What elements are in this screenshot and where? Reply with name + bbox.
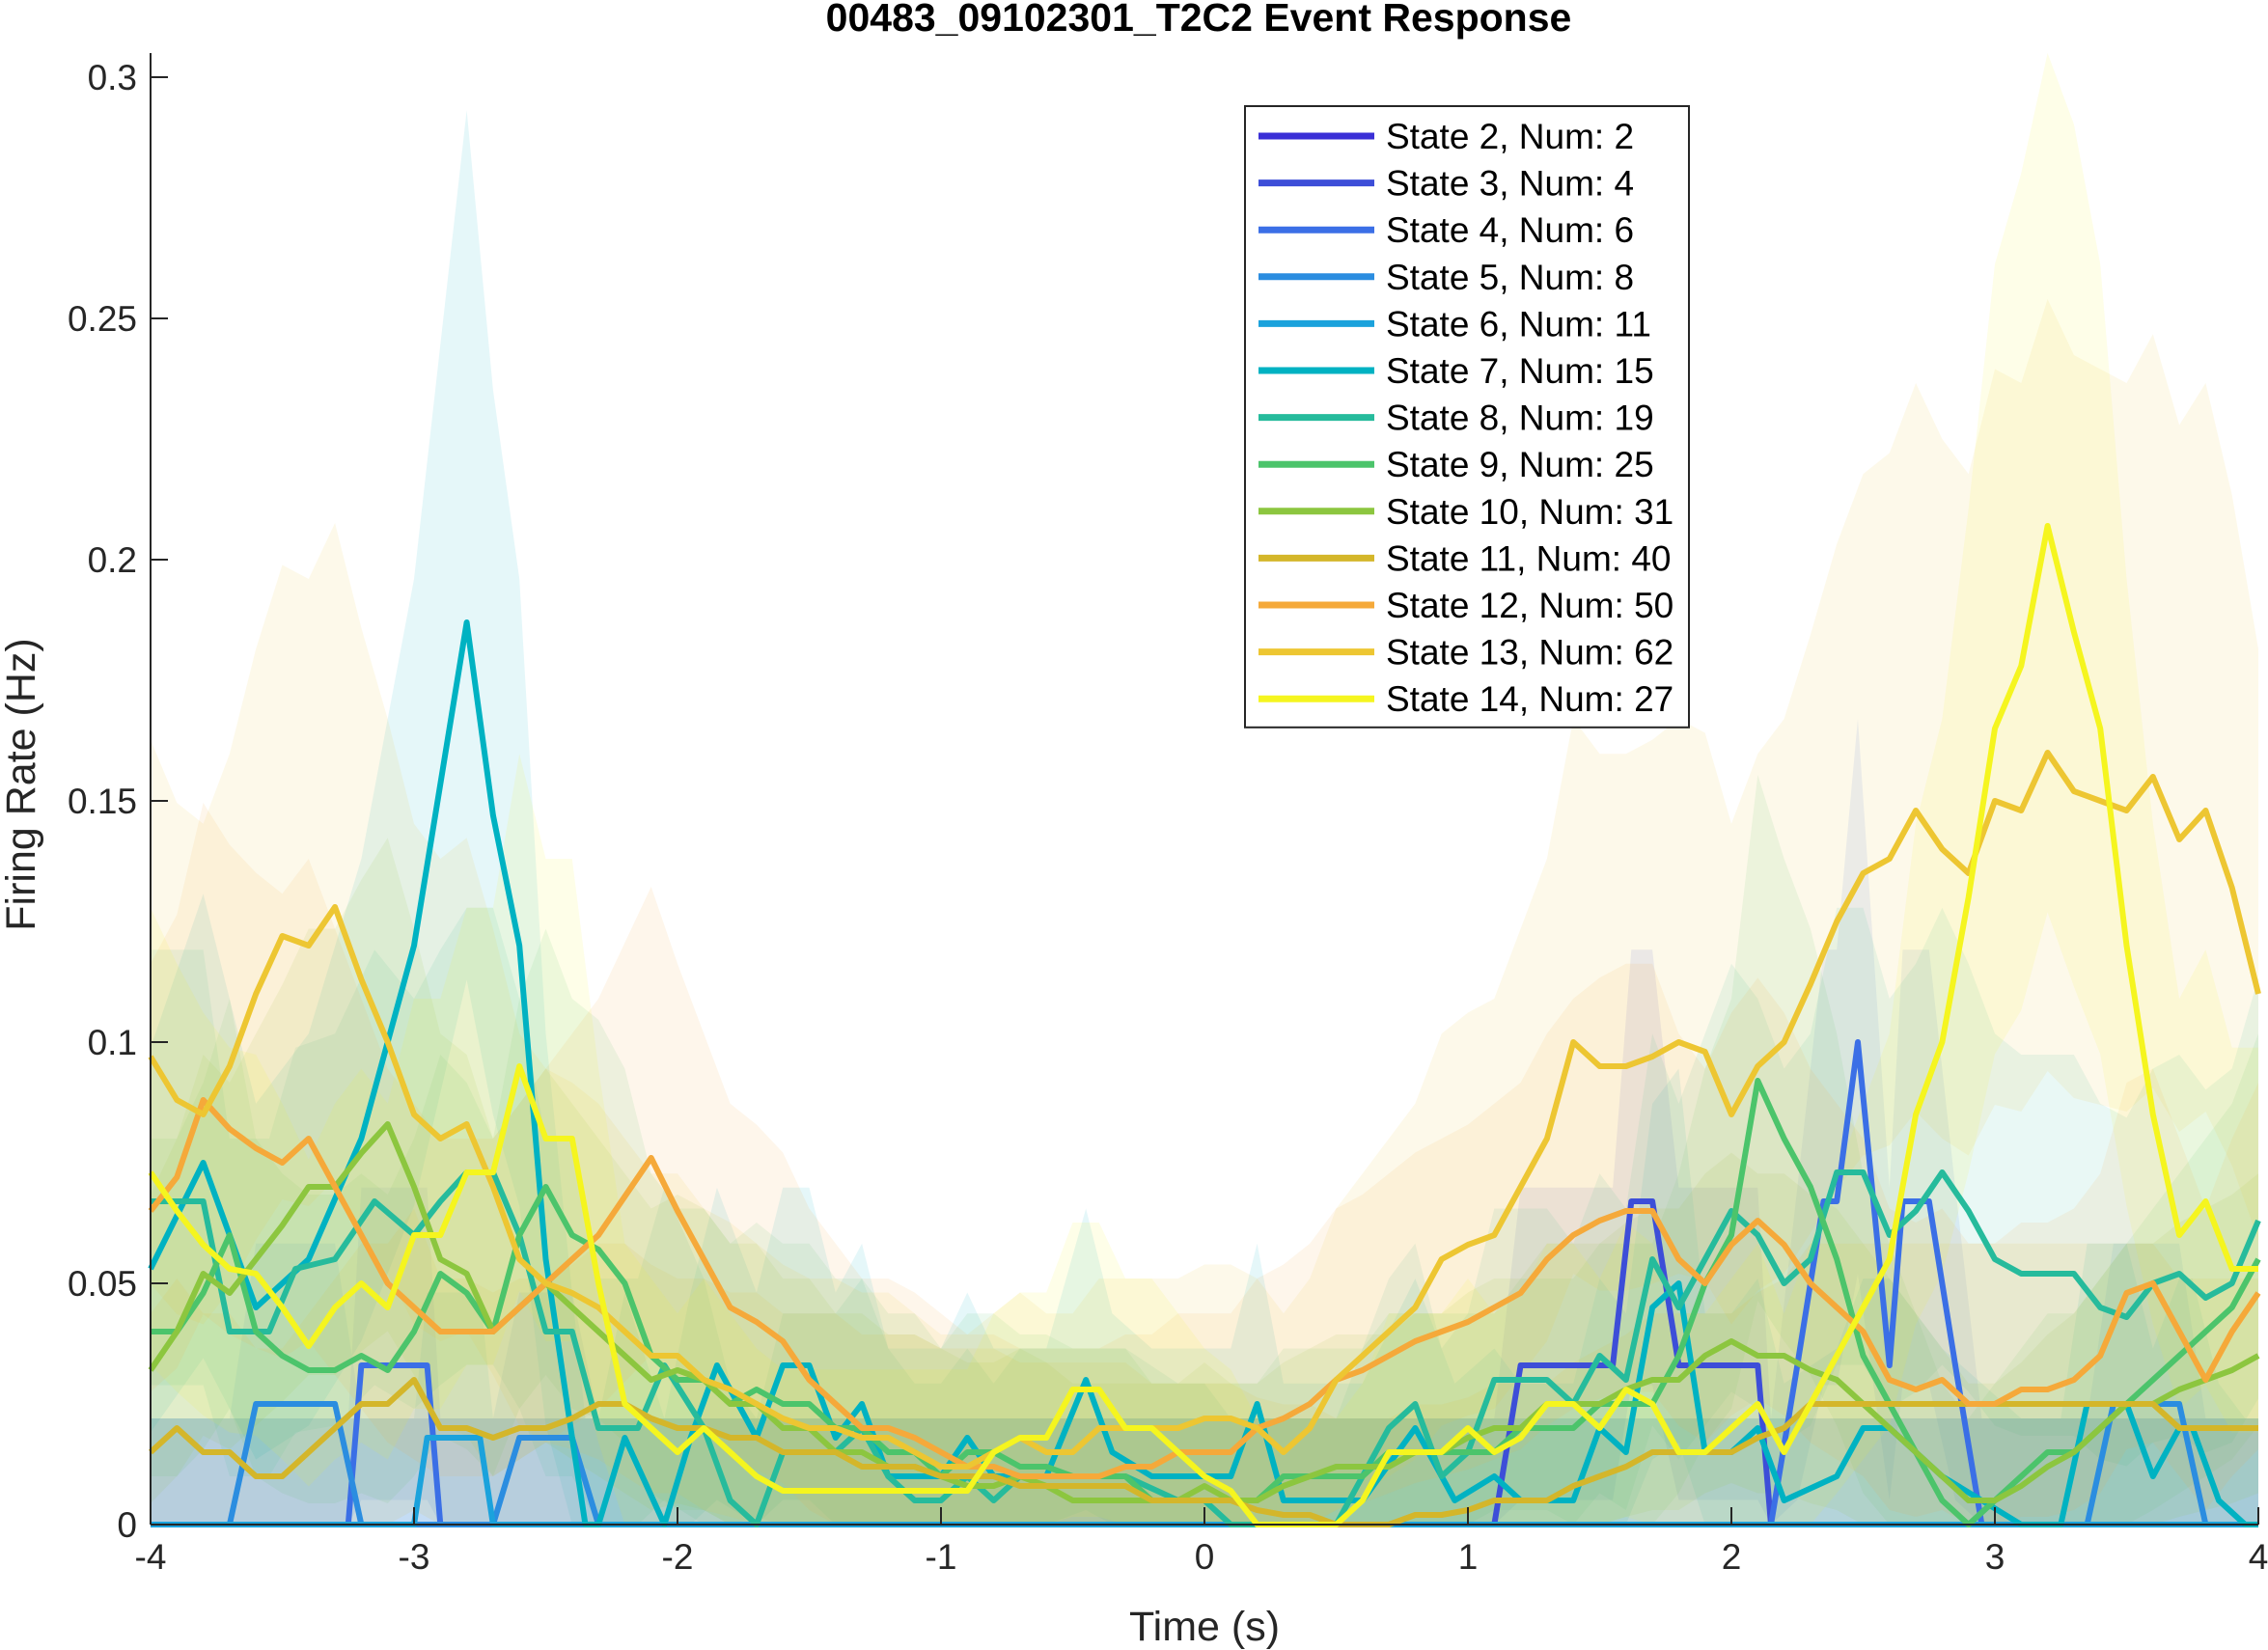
legend-entry: State 4, Num: 6: [1386, 210, 1634, 250]
legend-entry: State 12, Num: 50: [1386, 586, 1673, 625]
series-line-10: [148, 1377, 2258, 1527]
series-line-6: [148, 619, 2258, 1527]
legend-entry: State 3, Num: 4: [1386, 164, 1634, 204]
y-axis-label: Firing Rate (Hz): [0, 638, 44, 930]
legend-entry: State 6, Num: 11: [1386, 304, 1651, 344]
x-tick-label: 4: [2249, 1537, 2268, 1577]
series-band-10: [151, 1208, 2258, 1525]
x-tick-label: -1: [926, 1537, 957, 1577]
series-lines: [148, 523, 2261, 1527]
legend-entry: State 7, Num: 15: [1386, 351, 1654, 391]
y-tick-label: 0.05: [68, 1264, 137, 1304]
legend-entry: State 10, Num: 31: [1386, 492, 1673, 532]
y-tick-label: 0.1: [88, 1023, 137, 1062]
y-tick-label: 0.3: [88, 58, 137, 97]
y-tick-label: 0.25: [68, 299, 137, 339]
y-tick-label: 0.2: [88, 540, 137, 580]
legend-entry: State 13, Num: 62: [1386, 633, 1673, 673]
legend: State 2, Num: 2 State 3, Num: 4 State 4, N…: [1244, 105, 1690, 729]
legend-entry: State 2, Num: 2: [1386, 117, 1634, 156]
legend-entry: State 11, Num: 40: [1386, 538, 1671, 578]
series-line-13: [148, 523, 2258, 1527]
series-line-11: [148, 1097, 2261, 1479]
chart-title: 00483_09102301_T2C2 Event Response: [826, 0, 1572, 40]
x-tick-label: 0: [1195, 1537, 1215, 1577]
legend-entry: State 14, Num: 27: [1386, 679, 1673, 719]
series-line-12: [148, 750, 2261, 1470]
x-tick-label: -3: [399, 1537, 430, 1577]
series-band-2: [151, 949, 2258, 1525]
x-tick-label: 1: [1458, 1537, 1479, 1577]
axes: -4 -3 -2 -1 0 1 2 3 4 0 0.05 0.1 0.15 0.2 0.25 0.3: [68, 53, 2268, 1577]
series-line-4: [151, 1401, 2258, 1527]
x-axis-label: Time (s): [1129, 1604, 1280, 1650]
y-tick-label: 0.15: [68, 782, 137, 821]
y-tick-label: 0: [117, 1505, 137, 1545]
x-tick-label: 3: [1985, 1537, 2005, 1577]
series-band-8: [151, 775, 2258, 1525]
x-tick-label: -2: [662, 1537, 694, 1577]
legend-entry: State 9, Num: 25: [1386, 445, 1654, 484]
series-band-5: [151, 1292, 2258, 1525]
x-tick-label: 2: [1722, 1537, 1742, 1577]
legend-entry: State 8, Num: 19: [1386, 399, 1654, 438]
legend-entry: State 5, Num: 8: [1386, 258, 1634, 297]
x-tick-label: -4: [135, 1537, 167, 1577]
series-band-3: [151, 719, 2258, 1525]
